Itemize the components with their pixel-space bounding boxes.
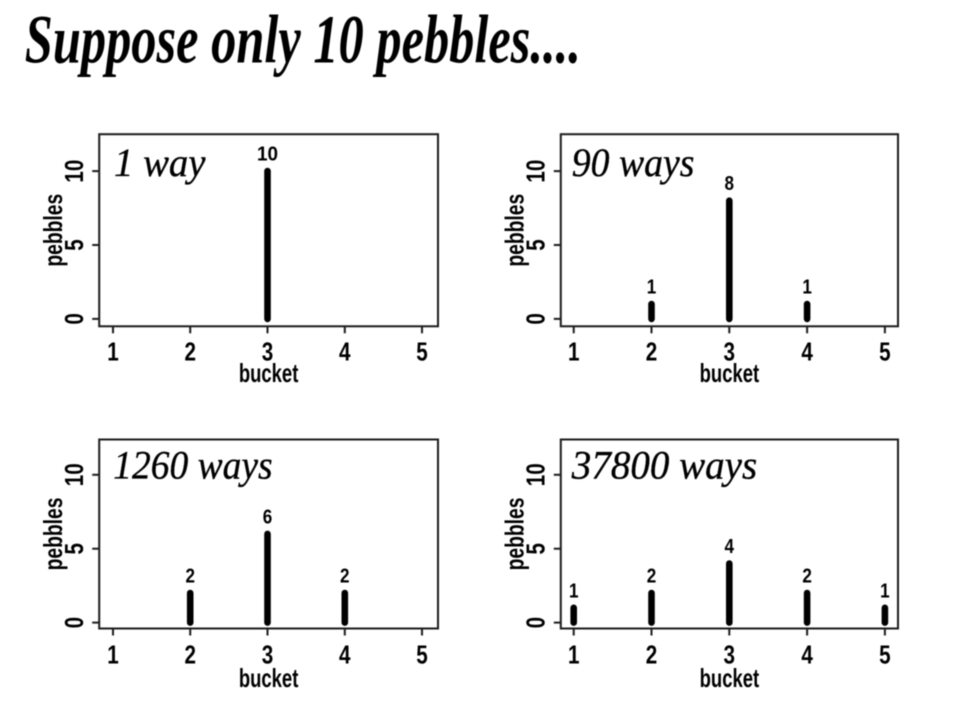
svg-text:2: 2: [184, 640, 196, 670]
svg-text:1260 ways: 1260 ways: [113, 442, 272, 487]
svg-text:2: 2: [646, 640, 658, 670]
svg-text:10: 10: [59, 463, 89, 486]
svg-text:pebbles: pebbles: [500, 498, 530, 571]
svg-text:Suppose only 10 pebbles....: Suppose only 10 pebbles....: [25, 2, 581, 78]
svg-text:2: 2: [647, 566, 657, 588]
svg-text:pebbles: pebbles: [500, 194, 530, 267]
svg-text:pebbles: pebbles: [38, 498, 68, 571]
svg-text:4: 4: [801, 337, 813, 367]
svg-text:1: 1: [880, 580, 890, 602]
svg-text:2: 2: [185, 566, 195, 588]
svg-text:0: 0: [521, 313, 551, 325]
svg-text:1: 1: [568, 337, 580, 367]
svg-text:4: 4: [339, 640, 351, 670]
svg-text:4: 4: [801, 640, 813, 670]
svg-text:bucket: bucket: [700, 663, 760, 693]
svg-text:1: 1: [802, 277, 812, 299]
svg-text:1: 1: [107, 640, 119, 670]
svg-text:2: 2: [802, 566, 812, 588]
svg-text:10: 10: [257, 144, 278, 166]
svg-text:1: 1: [647, 277, 657, 299]
svg-text:10: 10: [521, 160, 551, 183]
svg-text:8: 8: [725, 173, 735, 195]
svg-text:5: 5: [416, 640, 428, 670]
svg-text:5: 5: [521, 543, 551, 555]
svg-text:10: 10: [59, 160, 89, 183]
svg-text:5: 5: [521, 239, 551, 251]
svg-text:37800 ways: 37800 ways: [571, 442, 757, 487]
svg-text:0: 0: [59, 313, 89, 325]
svg-text:3: 3: [724, 640, 736, 670]
svg-text:2: 2: [646, 337, 658, 367]
svg-text:1 way: 1 way: [114, 140, 206, 185]
svg-text:90 ways: 90 ways: [572, 140, 695, 185]
svg-text:1: 1: [568, 640, 580, 670]
svg-text:4: 4: [725, 536, 735, 558]
svg-text:10: 10: [521, 463, 551, 486]
svg-text:bucket: bucket: [239, 358, 299, 388]
svg-text:1: 1: [569, 580, 579, 602]
svg-text:3: 3: [262, 640, 274, 670]
svg-text:bucket: bucket: [239, 663, 299, 693]
svg-text:pebbles: pebbles: [38, 194, 68, 267]
svg-text:5: 5: [879, 337, 891, 367]
svg-text:bucket: bucket: [700, 358, 760, 388]
svg-text:4: 4: [339, 337, 351, 367]
svg-text:2: 2: [184, 337, 196, 367]
svg-text:6: 6: [263, 506, 273, 528]
svg-text:5: 5: [59, 543, 89, 555]
svg-text:3: 3: [262, 337, 274, 367]
svg-text:3: 3: [724, 337, 736, 367]
svg-text:0: 0: [59, 617, 89, 629]
svg-text:2: 2: [340, 566, 350, 588]
svg-text:5: 5: [59, 239, 89, 251]
svg-text:0: 0: [521, 617, 551, 629]
svg-text:5: 5: [416, 337, 428, 367]
svg-text:1: 1: [107, 337, 119, 367]
svg-text:5: 5: [879, 640, 891, 670]
